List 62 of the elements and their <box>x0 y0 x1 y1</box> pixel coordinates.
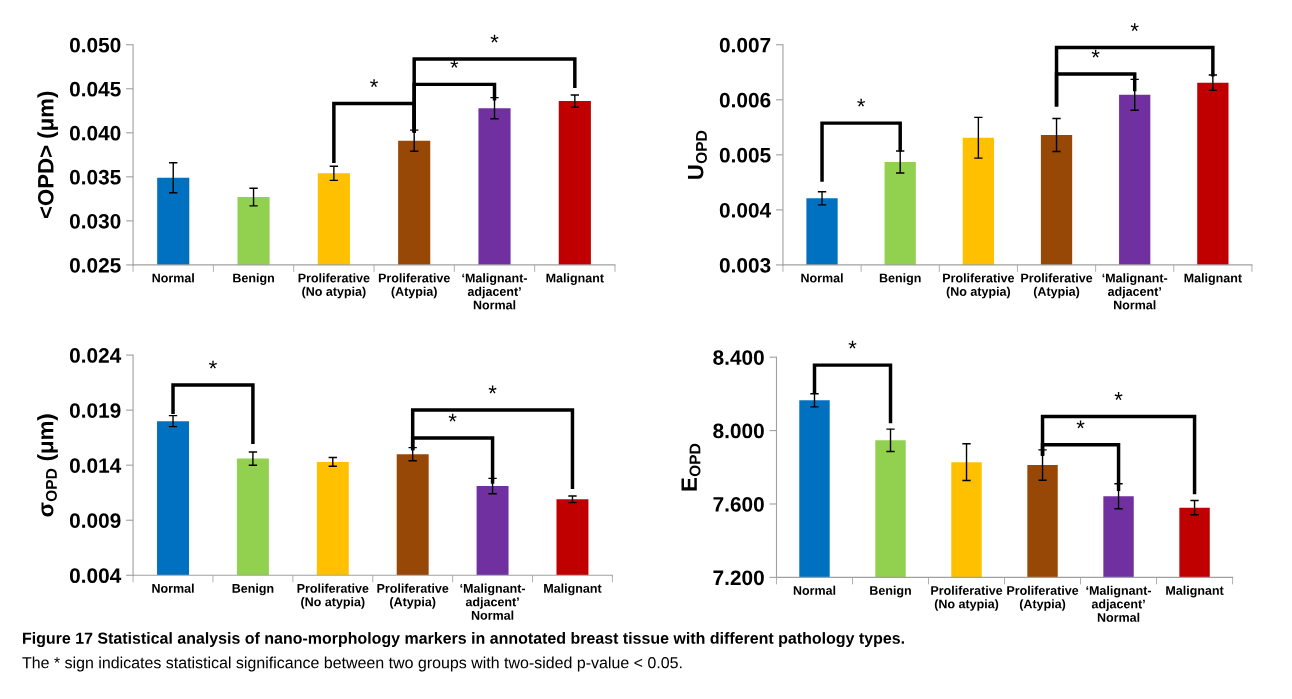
x-tick-label: Normal <box>793 585 836 595</box>
y-tick-label: 0.004 <box>69 568 122 584</box>
x-tick-label: Proliferative (Atypia) <box>378 273 450 299</box>
x-tick-label: Proliferative (No atypia) <box>931 585 1003 611</box>
y-tick-label: 0.045 <box>69 81 121 97</box>
x-tick-label: Proliferative (No atypia) <box>298 273 370 299</box>
y-tick-label: 0.035 <box>69 169 121 185</box>
x-tick-label: ‘Malignant- adjacent’ Normal <box>460 583 526 620</box>
annotation: * <box>1114 392 1123 400</box>
x-tick-label: Proliferative (Atypia) <box>1007 585 1079 611</box>
y-tick-label: 0.014 <box>69 458 122 473</box>
x-tick-label: Benign <box>870 585 911 598</box>
x-tick-label: ‘Malignant- adjacent’ Normal <box>462 273 527 310</box>
annotation: * <box>370 79 379 88</box>
annotation: * <box>448 413 457 422</box>
text: * <box>1130 23 1139 32</box>
x-tick-label: ‘Malignant- adjacent’ Normal <box>1102 273 1168 310</box>
y-axis-title: U$_{OPD}$ <box>687 130 707 179</box>
y-tick-label: 0.005 <box>719 147 771 163</box>
x-tick-label: Benign <box>232 583 274 596</box>
x-tick-label: Malignant <box>1166 585 1224 598</box>
y-axis-title: σ$_{OPD}$ (μm) <box>37 414 58 517</box>
text: * <box>490 34 499 43</box>
annotation: * <box>209 360 217 369</box>
y-tick-label: 0.025 <box>69 257 121 273</box>
y-tick-label: 0.004 <box>719 202 772 218</box>
x-tick-label: Benign <box>879 273 921 285</box>
x-tick-label: Normal <box>801 273 843 283</box>
annotation: * <box>1091 49 1100 58</box>
y-tick-label: 0.024 <box>69 348 122 363</box>
annotation: * <box>1076 420 1085 429</box>
y-tick-label: 0.019 <box>69 403 121 418</box>
x-tick-label: Normal <box>152 583 194 593</box>
x-tick-label: Proliferative (Atypia) <box>377 583 449 609</box>
x-tick-label: Proliferative (No atypia) <box>943 273 1015 299</box>
annotation: * <box>488 385 497 394</box>
text: The * sign indicates statistical significance between two groups with two-sided p-value < 0.05. <box>22 656 682 672</box>
y-tick-label: 0.003 <box>719 257 771 273</box>
y-tick-label: 8.000 <box>713 423 764 439</box>
y-tick-label: 7.200 <box>713 570 764 586</box>
y-tick-label: 8.400 <box>713 350 764 365</box>
x-tick-label: Proliferative (No atypia) <box>297 583 369 609</box>
x-tick-label: Benign <box>233 273 274 285</box>
y-tick-label: 0.040 <box>69 125 121 141</box>
x-tick-label: Malignant <box>546 273 604 285</box>
x-tick-label: Malignant <box>544 583 602 596</box>
y-tick-label: 0.009 <box>69 513 121 528</box>
y-tick-label: 7.600 <box>713 496 764 512</box>
y-tick-label: 0.006 <box>719 92 771 108</box>
text: * <box>848 340 857 349</box>
y-axis-title: E$_{OPD}$ <box>681 443 701 491</box>
y-tick-label: 0.050 <box>69 37 121 53</box>
x-tick-label: ‘Malignant- adjacent’ Normal <box>1086 585 1152 622</box>
annotation: * <box>450 60 459 68</box>
y-tick-label: 0.007 <box>719 37 771 53</box>
y-tick-label: 0.030 <box>69 213 121 229</box>
y-axis-title: <OPD> (μm) <box>37 91 59 219</box>
annotation: * <box>857 98 866 107</box>
text: Figure 17 Statistical analysis of nano-morphology markers in annotated breast tissue with different pathology types. <box>23 632 904 648</box>
x-tick-label: Proliferative (Atypia) <box>1021 273 1093 299</box>
x-tick-label: Malignant <box>1184 273 1242 285</box>
x-tick-label: Normal <box>152 273 194 283</box>
